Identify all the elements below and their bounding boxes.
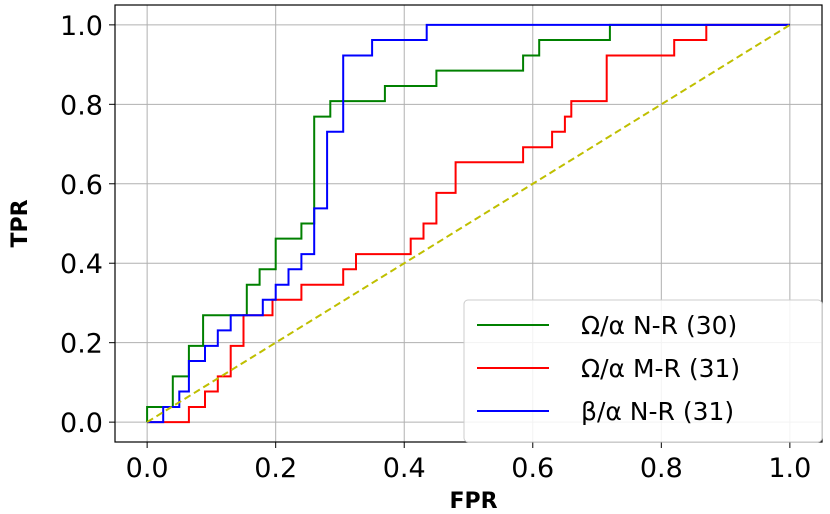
y-tick-label: 0.0 — [60, 408, 103, 439]
legend-box — [463, 299, 823, 443]
y-axis-ticks: 0.0 0.2 0.4 0.6 0.8 1.0 — [60, 11, 115, 439]
legend: Ω/α N-R (30) Ω/α M-R (31) β/α N-R (31) — [463, 299, 823, 443]
x-axis-ticks: 0.0 0.2 0.4 0.6 0.8 1.0 — [126, 442, 811, 484]
x-axis-label: FPR — [449, 489, 497, 514]
x-tick-label: 0.2 — [254, 453, 297, 484]
x-tick-label: 0.0 — [126, 453, 169, 484]
legend-entry-label: β/α N-R (31) — [581, 397, 734, 426]
series-line-1 — [147, 23, 790, 424]
legend-entry-label: Ω/α M-R (31) — [581, 354, 740, 383]
y-tick-label: 0.6 — [60, 170, 103, 201]
x-tick-label: 0.4 — [383, 453, 426, 484]
series-line-0 — [146, 23, 790, 423]
y-tick-label: 0.8 — [60, 90, 103, 121]
y-axis-label: TPR — [8, 199, 33, 247]
series-line-2 — [147, 23, 790, 424]
x-tick-label: 0.6 — [511, 453, 554, 484]
y-tick-label: 1.0 — [60, 11, 103, 42]
x-tick-label: 0.8 — [640, 453, 683, 484]
y-tick-label: 0.2 — [60, 329, 103, 360]
plot-lines — [146, 23, 791, 424]
chance-diagonal-line — [146, 24, 791, 423]
legend-entry-label: Ω/α N-R (30) — [581, 311, 737, 340]
x-tick-label: 1.0 — [768, 453, 811, 484]
grid — [115, 5, 822, 442]
y-tick-label: 0.4 — [60, 249, 103, 280]
